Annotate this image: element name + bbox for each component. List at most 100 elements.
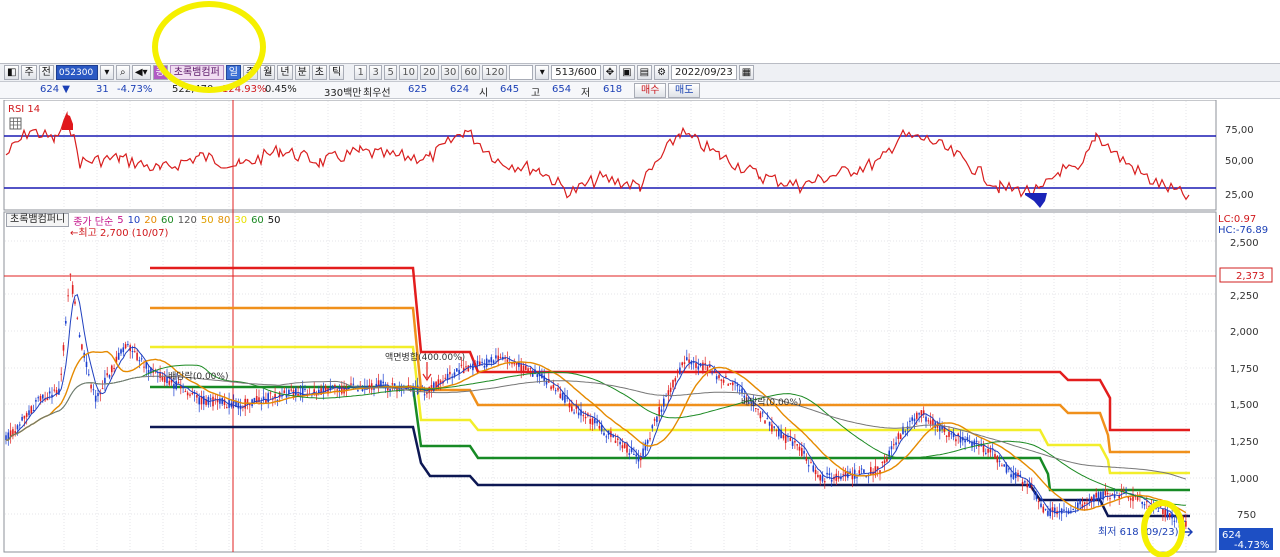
legend-ma-20: 20 [144,214,158,226]
candle-body [856,477,858,479]
candle-body [198,397,200,405]
period-tab-second[interactable]: 초 [311,65,327,80]
date-field[interactable]: 2022/09/23 [671,65,737,80]
candle-body [1012,473,1015,479]
chart-settings-icon[interactable]: ◧ [4,65,20,80]
candle-body [1049,508,1051,517]
interval-dropdown-icon[interactable]: ▾ [535,65,550,80]
candle-body [683,362,686,364]
stock-name[interactable]: 초록뱀컴퍼 [169,65,224,80]
candle-body [1102,491,1104,500]
candle-body [285,395,288,398]
legend-env-80: 80 [217,214,231,226]
current-line-price-box [1219,267,1273,283]
rsi-tick-75: 75,00 [1225,125,1254,136]
candle-body [1109,498,1111,500]
period-tab-week[interactable]: 주 [242,65,259,80]
gear-icon[interactable]: ⚙ [654,65,670,80]
period-tab-tick[interactable]: 틱 [329,65,345,80]
candle-body [253,397,256,402]
candle-body [506,359,509,362]
candle-body [276,399,279,401]
candle-body [801,447,803,456]
chart-area[interactable]: RSI 14 75,00 50,00 25,00 배당락(0.00%) 액면병합… [0,100,1280,557]
speaker-icon[interactable]: ◀▾ [131,65,151,80]
candle-body [950,433,953,435]
interval-input[interactable] [509,65,534,80]
rsi-overbought-fill [62,114,73,130]
candle-body [499,356,502,358]
save-icon[interactable]: ▤ [636,65,653,80]
candle-body [623,443,626,449]
candle-body [1042,506,1045,513]
price-tick-750: 750 [1237,510,1256,521]
buy-button[interactable]: 매수 [634,83,667,98]
candle-body [173,384,175,389]
candle-body [490,357,493,363]
candle-body [1159,505,1162,507]
side-toggle-1[interactable]: 주 [21,65,37,80]
candle-body [527,368,529,372]
period-tab-year[interactable]: 년 [277,65,293,80]
candle-body [713,371,716,373]
side-toggle-2[interactable]: 전 [38,65,54,80]
candle-body [113,368,115,370]
stock-code-input[interactable]: 052300 [55,65,98,80]
candle-body [594,419,596,424]
sell-button[interactable]: 매도 [668,83,701,98]
interval-1[interactable]: 1 [354,65,368,80]
legend-stock-name[interactable]: 초록뱀컴퍼니 [6,213,70,227]
candle-body [9,430,12,438]
interval-30[interactable]: 30 [440,65,460,80]
interval-60[interactable]: 60 [461,65,481,80]
candle-body [407,385,410,387]
candle-body [932,418,934,425]
candle-body [909,420,911,422]
candle-body [159,372,161,378]
candle-body [1024,481,1026,483]
candle-body [1070,510,1072,513]
candle-body [916,412,918,419]
period-tab-minute[interactable]: 분 [294,65,310,80]
period-tab-month[interactable]: 월 [260,65,276,80]
candle-body [460,364,463,366]
candle-body [676,370,679,372]
candle-body [803,450,805,454]
period-tab-day[interactable]: 일 [225,65,241,80]
candle-body [913,418,916,422]
data-count[interactable]: 513/600 [551,65,601,80]
candle-body [62,345,65,351]
candle-body [994,453,996,459]
candle-body [387,386,389,391]
candle-body [575,405,578,409]
candle-body [292,390,295,399]
candle-body [768,421,771,426]
candle-body [191,392,194,395]
candle-body [14,431,16,434]
candle-body [603,432,605,436]
image-icon[interactable]: ▣ [619,65,635,80]
crosshair-icon[interactable]: ✥ [602,65,618,80]
candle-body [166,376,168,383]
candle-body [435,381,437,389]
candle-body [902,426,904,435]
candle-body [952,432,955,438]
code-dropdown-icon[interactable]: ▾ [99,65,114,80]
best-ask: 625 [408,84,428,95]
search-icon[interactable]: ⌕ [115,65,130,80]
interval-5[interactable]: 5 [384,65,398,80]
candle-body [511,363,513,365]
candle-body [681,362,683,366]
rsi-table-icon[interactable] [9,117,22,130]
candle-body [791,441,794,446]
calendar-icon[interactable]: ▦ [738,65,755,80]
interval-10[interactable]: 10 [399,65,418,80]
interval-3[interactable]: 3 [369,65,383,80]
interval-120[interactable]: 120 [482,65,508,80]
interval-20[interactable]: 20 [419,65,439,80]
candle-body [48,391,51,394]
candle-body [1150,504,1153,509]
candle-body [842,474,844,476]
candle-body [690,361,693,365]
